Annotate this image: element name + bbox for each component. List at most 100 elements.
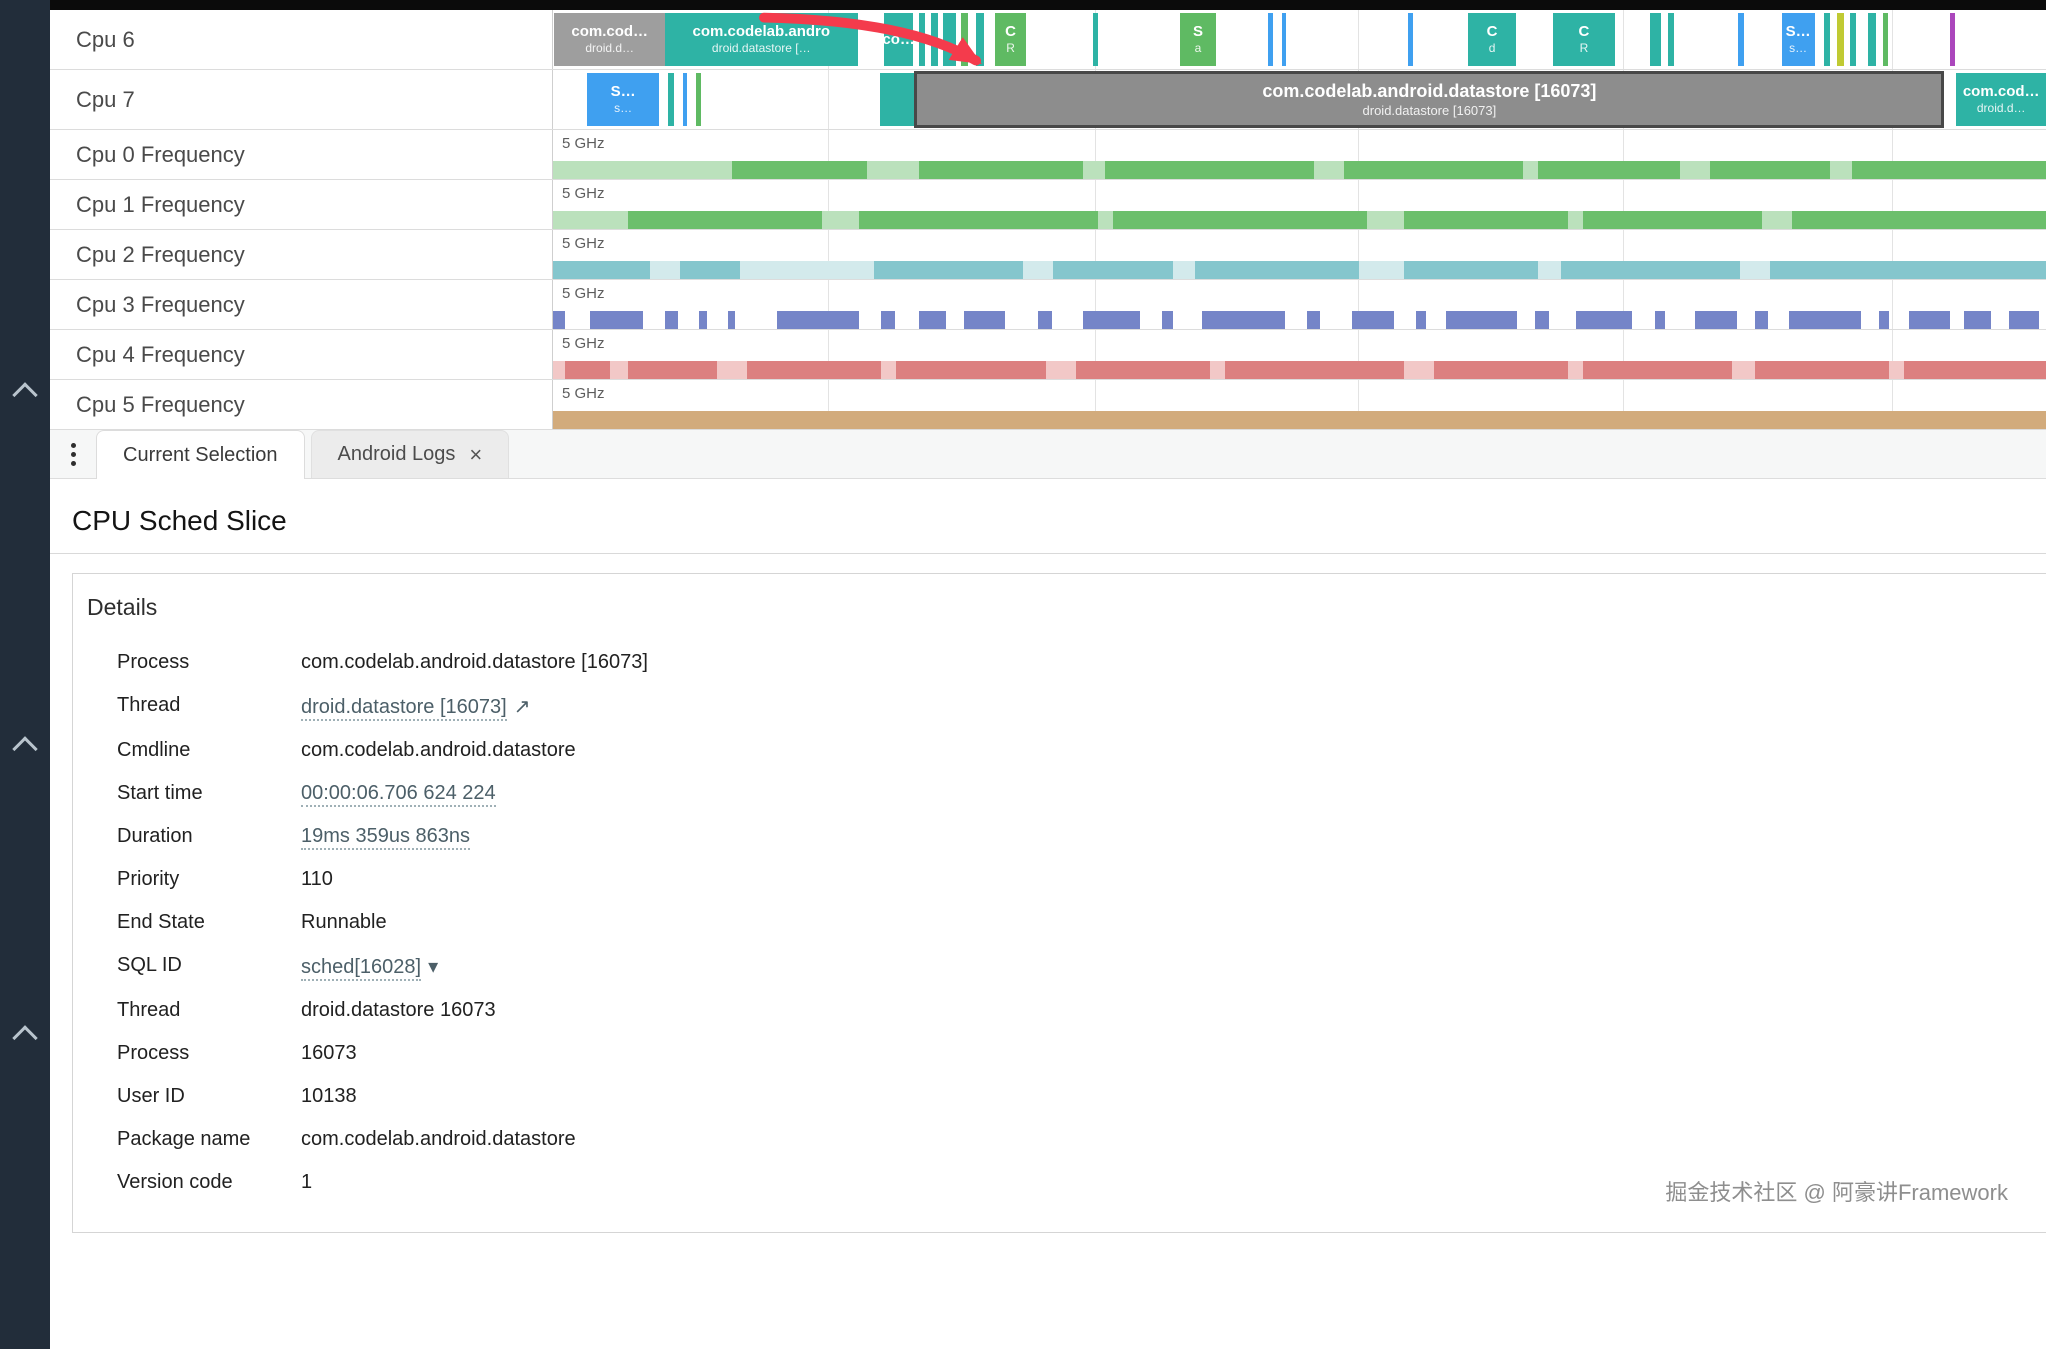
details-card: Details Process com.codelab.android.datas… <box>72 573 2046 1233</box>
track-timeline-cpu-2-frequency[interactable]: 5 GHz <box>553 230 2046 279</box>
track-timeline-cpu-7[interactable]: S… s… com.codelab.android.datastore [16073… <box>553 70 2046 129</box>
track-timeline-cpu-3-frequency[interactable]: 5 GHz <box>553 280 2046 329</box>
track-label-cpu-7[interactable]: Cpu 7 <box>50 70 553 129</box>
freq-segment <box>1963 311 1991 329</box>
slice-title: co… <box>884 30 913 48</box>
track-label-cpu-5-frequency[interactable]: Cpu 5 Frequency <box>50 380 553 429</box>
cpu-slice[interactable]: com.codelab.andro droid.datastore [… <box>664 13 858 66</box>
tab-label: Current Selection <box>123 443 278 466</box>
cpu-slice[interactable]: S… s… <box>1781 13 1815 66</box>
freq-segment <box>1568 211 1584 229</box>
track-timeline-cpu-4-frequency[interactable]: 5 GHz <box>553 330 2046 379</box>
cpu-slice[interactable] <box>1738 13 1745 66</box>
cpu-slice[interactable] <box>960 13 969 66</box>
cpu-slice[interactable] <box>1268 13 1273 66</box>
slice-subtitle: d <box>1488 41 1496 56</box>
track-label-cpu-4-frequency[interactable]: Cpu 4 Frequency <box>50 330 553 379</box>
chevron-up-icon[interactable] <box>12 382 38 408</box>
tab-close-icon[interactable]: × <box>469 441 483 467</box>
cpu-slice[interactable] <box>696 73 701 126</box>
cpu-slice[interactable] <box>1408 13 1413 66</box>
dropdown-caret-icon[interactable]: ▾ <box>428 956 439 978</box>
cpu-slice[interactable] <box>1823 13 1830 66</box>
track-row-cpu-7: Cpu 7 S… s… com.codelab.android.datastore [… <box>50 70 2046 130</box>
freq-segment <box>918 311 946 329</box>
detail-value: 16073 <box>301 1032 2046 1075</box>
cpu-slice[interactable] <box>667 73 674 126</box>
detail-value: com.codelab.android.datastore <box>301 729 2046 772</box>
freq-segment <box>1568 361 1584 379</box>
freq-segment <box>627 211 822 229</box>
cpu-slice[interactable] <box>1650 13 1661 66</box>
detail-value-text: 1 <box>301 1171 313 1193</box>
external-link-icon[interactable]: ↗ <box>513 696 531 718</box>
selected-slice[interactable]: com.codelab.android.datastore [16073] dro… <box>914 71 1945 128</box>
duration-link[interactable]: 19ms 359us 863ns <box>301 825 471 850</box>
cpu-slice[interactable] <box>1883 13 1888 66</box>
slice-title: C <box>1486 23 1498 41</box>
cpu-slice[interactable]: S… s… <box>587 73 659 126</box>
cpu-slice[interactable] <box>879 73 915 126</box>
gridline <box>827 70 829 129</box>
track-timeline-cpu-1-frequency[interactable]: 5 GHz <box>553 180 2046 229</box>
freq-segment <box>1769 261 2046 279</box>
cpu-slice[interactable]: co… <box>884 13 913 66</box>
freq-segment <box>1097 211 1113 229</box>
track-timeline-cpu-5-frequency[interactable]: 5 GHz <box>553 380 2046 429</box>
cpu-slice[interactable] <box>1836 13 1845 66</box>
cpu-slice[interactable] <box>942 13 957 66</box>
tab-current-selection[interactable]: Current Selection <box>96 430 305 479</box>
cpu-slice[interactable] <box>1850 13 1857 66</box>
start-time-link[interactable]: 00:00:06.706 624 224 <box>301 782 496 807</box>
sql-id-link[interactable]: sched[16028] <box>301 956 422 981</box>
detail-label: Thread <box>117 694 181 716</box>
chevron-up-icon[interactable] <box>12 1025 38 1051</box>
track-label-cpu-1-frequency[interactable]: Cpu 1 Frequency <box>50 180 553 229</box>
track-row-cpu-1-frequency: Cpu 1 Frequency 5 GHz <box>50 180 2046 230</box>
freq-segment <box>1908 311 1951 329</box>
tab-android-logs[interactable]: Android Logs × <box>310 430 510 478</box>
track-row-cpu-6: Cpu 6 com.cod… droid.d… com.codelab.andro dr… <box>50 10 2046 70</box>
cpu-slice[interactable] <box>1093 13 1098 66</box>
gridline <box>1623 180 1625 229</box>
freq-segment <box>1083 311 1140 329</box>
freq-segment <box>1851 161 2046 179</box>
cpu-slice[interactable]: com.cod… droid.d… <box>554 13 665 66</box>
cpu-slice[interactable] <box>975 13 985 66</box>
track-label-cpu-2-frequency[interactable]: Cpu 2 Frequency <box>50 230 553 279</box>
freq-segment <box>866 161 919 179</box>
track-label-cpu-6[interactable]: Cpu 6 <box>50 10 553 69</box>
cpu-slice[interactable]: com.cod… droid.d… <box>1956 73 2046 126</box>
slice-title: S… <box>1785 23 1811 41</box>
gridline <box>1892 180 1894 229</box>
track-label-cpu-3-frequency[interactable]: Cpu 3 Frequency <box>50 280 553 329</box>
detail-value-text: com.codelab.android.datastore <box>301 739 576 761</box>
slice-title: C <box>1005 23 1017 41</box>
tab-menu-button[interactable] <box>50 430 96 478</box>
cpu-slice[interactable] <box>1868 13 1876 66</box>
chevron-up-icon[interactable] <box>12 736 38 762</box>
track-timeline-cpu-6[interactable]: com.cod… droid.d… com.codelab.andro droid.d… <box>553 10 2046 69</box>
track-label-cpu-0-frequency[interactable]: Cpu 0 Frequency <box>50 130 553 179</box>
freq-segment <box>1535 311 1549 329</box>
cpu-slice[interactable] <box>930 13 939 66</box>
cpu-slice[interactable] <box>918 13 925 66</box>
thread-link[interactable]: droid.datastore [16073] <box>301 696 507 721</box>
detail-label: Process <box>117 651 190 673</box>
cpu-slice[interactable] <box>1281 13 1287 66</box>
cpu-slice[interactable] <box>682 73 688 126</box>
freq-segment <box>1366 211 1404 229</box>
cpu-slice[interactable] <box>1950 13 1955 66</box>
track-row-cpu-4-frequency: Cpu 4 Frequency 5 GHz <box>50 330 2046 380</box>
freq-segment <box>1904 361 2046 379</box>
timeline-tracks: Cpu 6 com.cod… droid.d… com.codelab.andro dr… <box>50 0 2046 430</box>
detail-value: 10138 <box>301 1075 2046 1118</box>
gridline <box>1892 330 1894 379</box>
cpu-slice[interactable] <box>1668 13 1675 66</box>
gridline <box>1357 330 1359 379</box>
track-timeline-cpu-0-frequency[interactable]: 5 GHz <box>553 130 2046 179</box>
